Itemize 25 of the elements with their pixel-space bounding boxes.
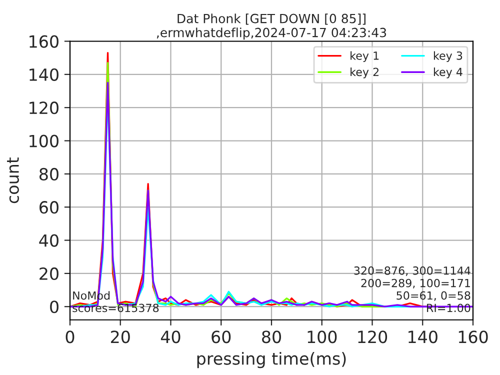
- x-tick-label: 140: [408, 330, 438, 344]
- legend-label: key 3: [434, 51, 462, 62]
- y-tick-label: 120: [30, 102, 58, 114]
- x-tick-label: 20: [110, 330, 130, 344]
- x-tick-label: 80: [262, 330, 281, 344]
- y-tick-label: 160: [30, 35, 58, 48]
- y-axis-title: count: [7, 157, 19, 204]
- x-tick-label: 100: [308, 330, 337, 344]
- y-tick-label: 60: [40, 201, 58, 214]
- x-tick-label: 0: [66, 330, 74, 344]
- legend-label: key 2: [350, 68, 379, 78]
- y-tick-label: 40: [39, 234, 58, 247]
- x-tick-label: 60: [212, 330, 231, 344]
- x-tick-label: 40: [160, 330, 180, 344]
- x-axis-title: pressing time(ms): [197, 352, 346, 368]
- x-tick-label: 120: [358, 330, 388, 344]
- y-tick-label: 20: [40, 267, 58, 280]
- chart-title: Dat Phonk [GET DOWN [0 85]] ,ermwhatdeflip,2024-07-17 04:23:43: [156, 14, 386, 40]
- legend-label: key 1: [350, 51, 379, 62]
- y-tick-label: 100: [30, 134, 58, 148]
- legend-label: key 4: [434, 68, 462, 78]
- x-tick-label: 160: [458, 330, 488, 344]
- y-tick-label: 0: [50, 300, 58, 314]
- y-tick-label: 80: [40, 168, 58, 180]
- y-tick-label: 140: [30, 68, 58, 81]
